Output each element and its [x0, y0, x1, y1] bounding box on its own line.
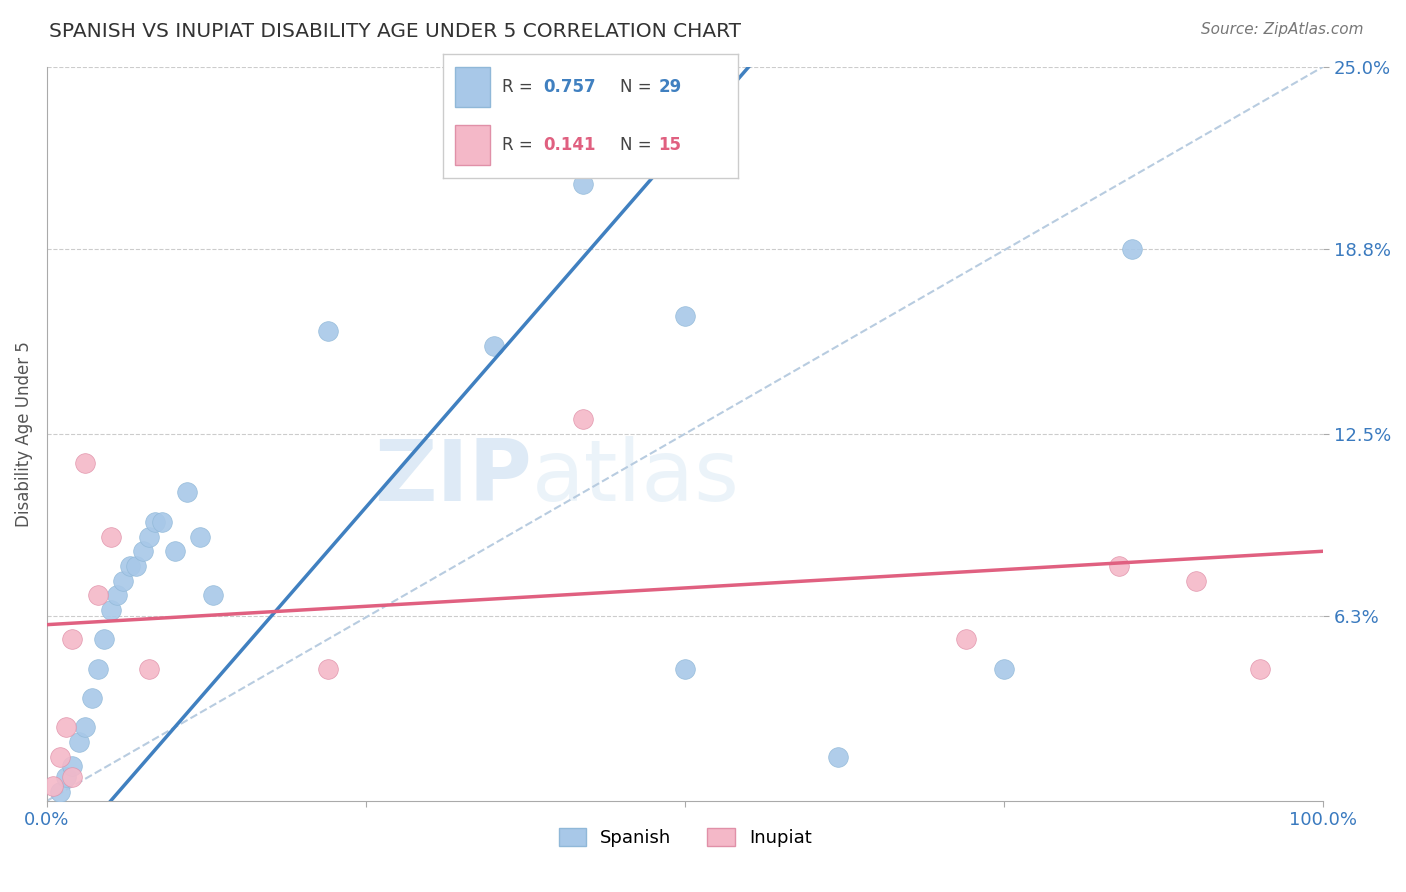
Text: R =: R = — [502, 136, 538, 153]
Point — [75, 721, 97, 735]
Point — [62, 632, 84, 647]
Point — [827, 749, 849, 764]
Point — [673, 662, 696, 676]
Text: ZIP: ZIP — [374, 436, 531, 519]
Y-axis label: Disability Age Under 5: Disability Age Under 5 — [15, 341, 32, 526]
Point — [67, 735, 90, 749]
Text: 0.757: 0.757 — [543, 78, 596, 96]
Point — [55, 721, 77, 735]
Point — [673, 310, 696, 324]
Point — [100, 530, 122, 544]
Point — [87, 588, 110, 602]
Point — [176, 485, 198, 500]
Point — [125, 558, 148, 573]
Point — [993, 662, 1015, 676]
Legend: Spanish, Inupiat: Spanish, Inupiat — [551, 821, 818, 855]
Point — [48, 785, 70, 799]
FancyBboxPatch shape — [454, 67, 491, 107]
Point — [188, 530, 211, 544]
Point — [1108, 558, 1130, 573]
Text: SPANISH VS INUPIAT DISABILITY AGE UNDER 5 CORRELATION CHART: SPANISH VS INUPIAT DISABILITY AGE UNDER … — [49, 22, 741, 41]
Point — [42, 779, 65, 793]
Point — [201, 588, 224, 602]
Point — [75, 456, 97, 470]
Point — [316, 324, 339, 338]
Point — [1184, 574, 1206, 588]
Point — [80, 691, 103, 706]
Point — [48, 749, 70, 764]
Point — [1249, 662, 1271, 676]
Text: Source: ZipAtlas.com: Source: ZipAtlas.com — [1201, 22, 1364, 37]
Point — [482, 338, 505, 352]
Point — [316, 662, 339, 676]
Point — [138, 662, 160, 676]
Point — [131, 544, 153, 558]
Point — [93, 632, 115, 647]
Point — [145, 515, 167, 529]
Text: 29: 29 — [658, 78, 682, 96]
Text: N =: N = — [620, 78, 657, 96]
Point — [955, 632, 977, 647]
Point — [118, 558, 141, 573]
Point — [55, 771, 77, 785]
Point — [87, 662, 110, 676]
Point — [1121, 242, 1143, 256]
Point — [105, 588, 128, 602]
Point — [62, 758, 84, 772]
Point — [572, 412, 595, 426]
Point — [112, 574, 135, 588]
Point — [150, 515, 173, 529]
Text: N =: N = — [620, 136, 657, 153]
Point — [138, 530, 160, 544]
FancyBboxPatch shape — [454, 125, 491, 165]
Text: 0.141: 0.141 — [543, 136, 596, 153]
Text: R =: R = — [502, 78, 538, 96]
Point — [100, 603, 122, 617]
Point — [163, 544, 186, 558]
Text: atlas: atlas — [531, 436, 740, 519]
Text: 15: 15 — [658, 136, 682, 153]
Point — [62, 771, 84, 785]
Point — [572, 177, 595, 191]
